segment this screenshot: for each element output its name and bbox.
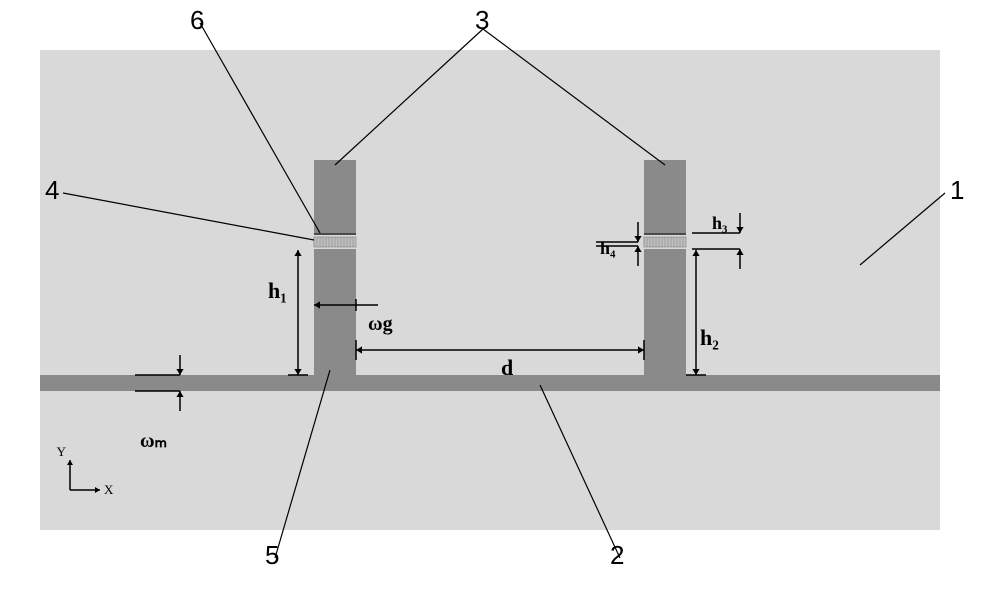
label-wm: ωₘ: [140, 428, 167, 453]
label-h1: h₁: [268, 278, 287, 304]
callout-1-text: 1: [950, 175, 964, 205]
callout-5-text: 5: [265, 540, 279, 570]
label-h2: h₂: [700, 325, 719, 351]
callout-3: 3: [475, 5, 489, 36]
label-h3: h₃: [712, 213, 727, 234]
callout-3-text: 3: [475, 5, 489, 35]
label-d: d: [501, 355, 513, 381]
callout-2: 2: [610, 540, 624, 571]
callout-6: 6: [190, 5, 204, 36]
callout-4-text: 4: [45, 175, 59, 205]
callout-6-text: 6: [190, 5, 204, 35]
callout-2-text: 2: [610, 540, 624, 570]
diagram-stage: XY: [40, 50, 940, 530]
label-h4: h₄: [600, 238, 615, 259]
callout-5: 5: [265, 540, 279, 571]
svg-text:X: X: [104, 482, 114, 497]
callout-1: 1: [950, 175, 964, 206]
svg-text:Y: Y: [57, 444, 67, 459]
overlay-svg: XY: [40, 50, 940, 530]
label-wg: ωg: [368, 313, 393, 336]
callout-4: 4: [45, 175, 59, 206]
